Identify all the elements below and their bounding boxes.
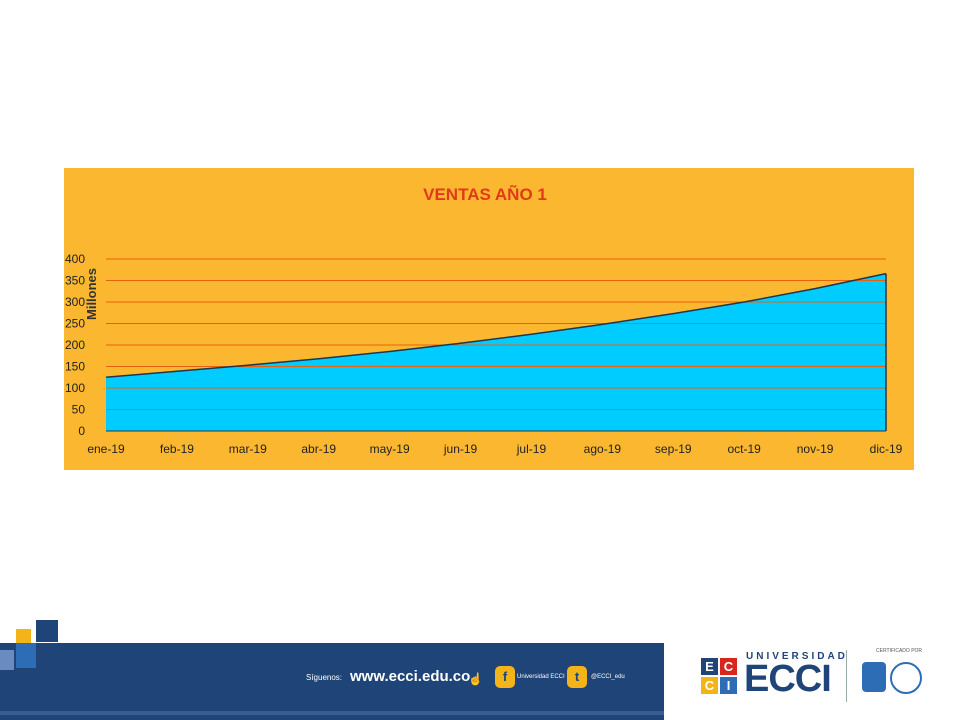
data-point [743,301,745,303]
iso-seal-icon [862,662,886,692]
y-tick-label: 200 [65,338,85,352]
data-point [530,333,532,335]
footer-accent-line [0,711,664,715]
area-series [106,273,886,431]
y-tick-label: 50 [72,403,86,417]
y-axis-title: Millones [84,268,99,320]
x-tick-label: ene-19 [87,442,125,456]
deco-square [36,620,58,642]
x-tick-label: ago-19 [584,442,622,456]
twitter-icon[interactable]: t [567,666,587,688]
y-tick-label: 250 [65,317,85,331]
deco-square [16,643,36,668]
data-point [885,273,887,275]
x-tick-label: mar-19 [229,442,267,456]
x-tick-label: jul-19 [516,442,547,456]
x-tick-label: nov-19 [797,442,834,456]
logo-letter-c: C [720,658,737,675]
area-outline [105,272,887,378]
iqnet-seal-icon [890,662,922,694]
x-tick-label: may-19 [370,442,410,456]
website-link[interactable]: www.ecci.edu.co [350,668,471,685]
footer-banner: Síguenos: www.ecci.edu.co ☝ f Universida… [0,610,960,720]
deco-square [0,650,14,670]
twitter-label: @ECCI_edu [591,674,625,680]
x-tick-label: sep-19 [655,442,692,456]
data-point [814,288,816,290]
x-tick-label: abr-19 [301,442,336,456]
data-point [460,342,462,344]
data-point [672,313,674,315]
data-point [389,350,391,352]
sales-area-chart: VENTAS AÑO 1 0 50 100 150 200 250 300 350 400 ene-… [64,168,914,470]
y-tick-label: 150 [65,360,85,374]
facebook-label: Universidad ECCI [517,674,565,680]
data-point [105,376,107,378]
data-point [247,364,249,366]
brand-top-text: UNIVERSIDAD [746,651,848,662]
brand-name: ECCI [744,658,832,700]
x-tick-label: feb-19 [160,442,194,456]
data-point [176,370,178,372]
y-tick-label: 0 [78,424,85,438]
y-tick-label: 300 [65,295,85,309]
facebook-icon[interactable]: f [495,666,515,688]
deco-square [16,629,31,643]
logo-letter-i: I [720,677,737,694]
y-tick-label: 400 [65,252,85,266]
x-tick-label: dic-19 [870,442,903,456]
y-tick-label: 350 [65,274,85,288]
cert-label: CERTIFICADO POR [876,648,923,654]
data-point [318,358,320,360]
y-tick-label: 100 [65,381,85,395]
hand-cursor-icon: ☝ [468,672,483,686]
x-tick-label: jun-19 [443,442,478,456]
x-tick-label: oct-19 [728,442,762,456]
chart-title: VENTAS AÑO 1 [423,184,547,204]
data-point [601,323,603,325]
logo-divider [846,650,847,702]
footer-blue-bar [0,643,664,720]
logo-letter-e: E [701,658,718,675]
follow-label: Síguenos: [306,673,343,682]
logo-letter-c2: C [701,677,718,694]
chart-panel: VENTAS AÑO 1 0 50 100 150 200 250 300 350 400 ene-… [64,168,914,470]
